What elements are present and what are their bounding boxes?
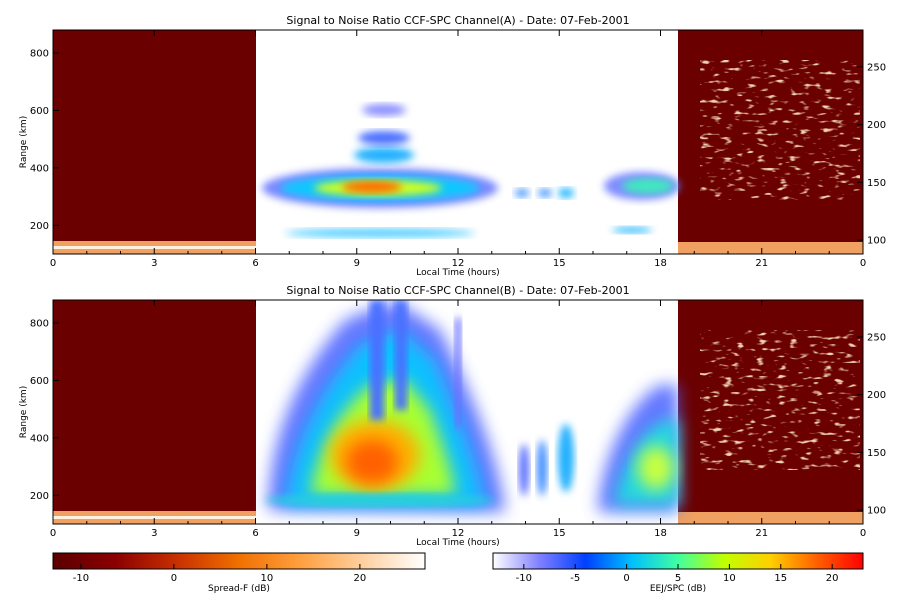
- panel-b-title: Signal to Noise Ratio CCF-SPC Channel(B)…: [286, 284, 629, 297]
- panel-a-xlabel: Local Time (hours): [416, 268, 499, 278]
- panel-a-night-right-speckle: [700, 60, 860, 200]
- colorbar-spread-f-tick-label: 0: [171, 573, 177, 584]
- echo-plume-hot: [346, 440, 398, 484]
- panel-b-xtick-label: 9: [354, 528, 360, 539]
- panel-b-xtick-label: 0: [860, 528, 866, 539]
- colorbar-eej-spc-tick-label: 0: [623, 573, 629, 584]
- panel-a-xtick-label: 12: [452, 258, 465, 269]
- echo-spike-1: [370, 300, 384, 420]
- panel-a-xtick-label: 21: [755, 258, 768, 269]
- echo-upper-3: [362, 104, 406, 116]
- echo-afternoon-core: [622, 178, 674, 194]
- colorbar-spread-f-ticks: -10 0 10 20: [73, 564, 367, 584]
- echo-blob-3: [558, 188, 574, 198]
- panel-a-xtick-label: 3: [151, 258, 157, 269]
- panel-a-ytick-label: 600: [30, 106, 49, 117]
- echo-low-band: [285, 229, 475, 237]
- colorbar-spread-f-tick-label: -10: [73, 573, 89, 584]
- echo-col-2: [537, 440, 547, 496]
- echo-col-1: [519, 444, 529, 496]
- panel-b-xtick-label: 0: [50, 528, 56, 539]
- echo-afternoon-core: [638, 446, 674, 490]
- panel-a-echoes: [262, 104, 680, 237]
- panel-b-night-left: [53, 300, 256, 524]
- colorbar-eej-spc-tick-label: -10: [516, 573, 532, 584]
- echo-upper-1: [354, 147, 414, 163]
- colorbar-spread-f-bar: [52, 552, 426, 570]
- panel-a-night-left-floor-line: [53, 246, 256, 249]
- echo-afternoon-low: [612, 227, 652, 233]
- panel-a-xtick-label: 18: [654, 258, 667, 269]
- panel-a-xtick-label: 9: [354, 258, 360, 269]
- panel-b-xlabel: Local Time (hours): [416, 538, 499, 548]
- panel-b-xtick-label: 12: [452, 528, 465, 539]
- panel-b-xtick-label: 6: [252, 528, 258, 539]
- colorbar-eej-spc-label: EEJ/SPC (dB): [650, 584, 706, 594]
- colorbar-spread-f-tick-label: 10: [261, 573, 274, 584]
- panel-a-ytick-right-label: 250: [867, 62, 886, 73]
- panel-a-xtick-label: 0: [50, 258, 56, 269]
- colorbar-spread-f: -10 0 10 20 Spread-F (dB): [52, 552, 426, 594]
- colorbar-spread-f-tick-label: 20: [354, 573, 367, 584]
- panel-b-night-right-speckle: [700, 330, 860, 470]
- colorbar-eej-spc-tick-label: -5: [570, 573, 580, 584]
- panel-a-night-right-floor: [678, 242, 863, 254]
- panel-b-night-right-floor: [678, 512, 863, 524]
- panel-a-ytick-label: 200: [30, 221, 49, 232]
- colorbar-eej-spc-tick-label: 5: [675, 573, 681, 584]
- echo-blob-1: [515, 189, 529, 197]
- panel-b-night-left-floor-line: [53, 516, 256, 519]
- panel-b-ylabel: Range (km): [19, 386, 29, 438]
- colorbar-eej-spc-tick-label: 15: [774, 573, 787, 584]
- panel-a-ytick-right-label: 150: [867, 178, 886, 189]
- panel-b-ytick-label: 400: [30, 433, 49, 444]
- panel-a-axes: 0 3 6 9 12 15 18 21 0 200 400 600 800 100 150 200 250: [30, 30, 886, 269]
- panel-a-ytick-label: 800: [30, 48, 49, 59]
- panel-a-ytick-right-label: 100: [867, 236, 886, 247]
- panel-b-ytick-label: 600: [30, 376, 49, 387]
- echo-blob-2: [538, 189, 552, 197]
- panel-a-xtick-label: 6: [252, 258, 258, 269]
- echo-spike-3: [455, 318, 461, 428]
- echo-main-hot: [342, 181, 402, 193]
- panel-b-heatmap: [53, 300, 863, 524]
- panel-a-ylabel: Range (km): [19, 116, 29, 168]
- panel-b-xtick-label: 21: [755, 528, 768, 539]
- colorbar-eej-spc-tick-label: 10: [723, 573, 736, 584]
- panel-b-ytick-label: 800: [30, 318, 49, 329]
- panel-a-night-left: [53, 30, 256, 254]
- panel-a-xtick-label: 15: [553, 258, 566, 269]
- colorbar-eej-spc-ticks: -10 -5 0 5 10 15 20: [516, 564, 839, 584]
- panel-a-xtick-label: 0: [860, 258, 866, 269]
- colorbar-eej-spc-tick-label: 20: [826, 573, 839, 584]
- panel-b-ytick-right-label: 250: [867, 332, 886, 343]
- colorbar-spread-f-label: Spread-F (dB): [208, 584, 270, 594]
- panel-a-heatmap: [53, 30, 863, 254]
- panel-a-ytick-right-label: 200: [867, 120, 886, 131]
- panel-a-ytick-label: 400: [30, 163, 49, 174]
- colorbar-eej-spc: -10 -5 0 5 10 15 20 EEJ/SPC (dB): [492, 552, 864, 594]
- panel-b-ytick-label: 200: [30, 491, 49, 502]
- panel-a-title: Signal to Noise Ratio CCF-SPC Channel(A)…: [286, 14, 629, 27]
- panel-a: Signal to Noise Ratio CCF-SPC Channel(A)…: [19, 14, 886, 278]
- panel-b-echoes: [265, 300, 678, 512]
- panel-b: Signal to Noise Ratio CCF-SPC Channel(B)…: [19, 284, 886, 548]
- echo-spike-2: [395, 300, 407, 410]
- panel-b-xtick-label: 3: [151, 528, 157, 539]
- panel-b-ytick-right-label: 200: [867, 390, 886, 401]
- panel-b-ytick-right-label: 150: [867, 448, 886, 459]
- panel-b-ytick-right-label: 100: [867, 506, 886, 517]
- panel-b-xtick-label: 15: [553, 528, 566, 539]
- echo-base-band: [265, 494, 495, 506]
- echo-col-3: [558, 424, 574, 492]
- panel-b-xtick-label: 18: [654, 528, 667, 539]
- panel-b-axes: 0 3 6 9 12 15 18 21 0 200 400 600 800 100 150 200 250: [30, 300, 886, 539]
- echo-upper-2: [358, 131, 410, 145]
